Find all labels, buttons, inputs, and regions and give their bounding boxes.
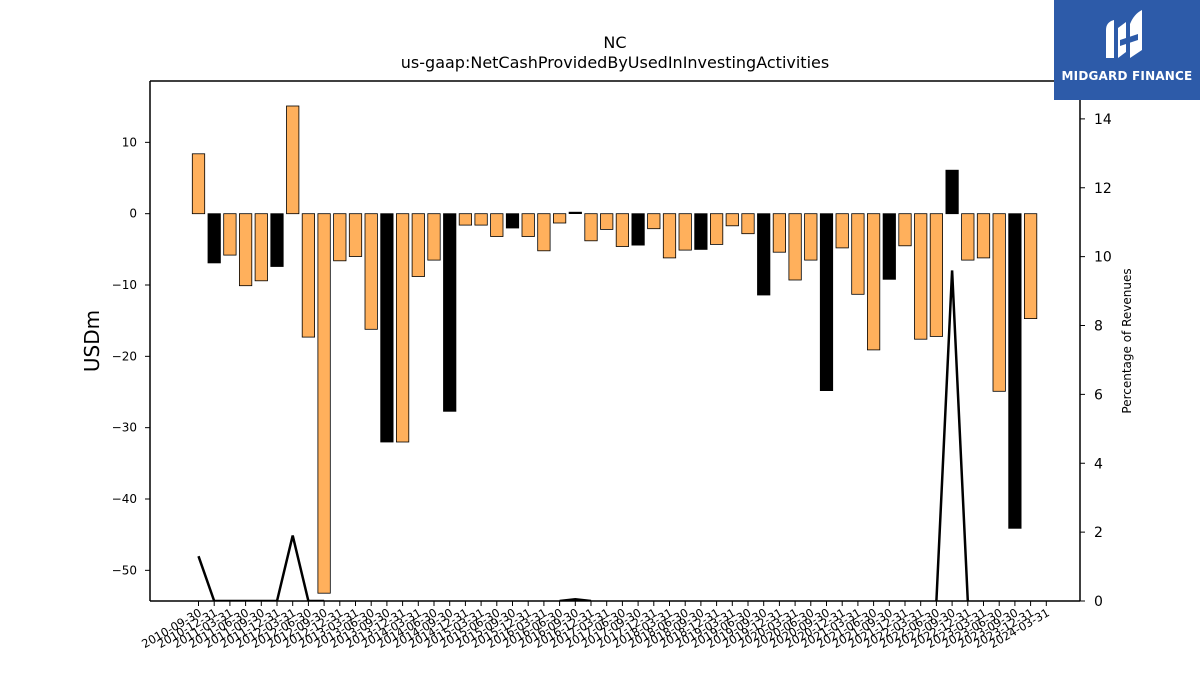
y2-tick-label: 2 <box>1094 525 1103 541</box>
y-tick-label: −20 <box>112 349 137 363</box>
y2-tick-label: 10 <box>1094 250 1112 266</box>
bar <box>348 213 363 257</box>
bar <box>238 213 253 287</box>
bar <box>191 153 206 215</box>
bar <box>725 213 739 227</box>
bar <box>961 213 975 261</box>
bar <box>223 213 237 256</box>
bar <box>835 213 849 249</box>
chart-subtitle: us-gaap:NetCashProvidedByUsedInInvesting… <box>401 53 829 72</box>
logo-mark-icon <box>1106 10 1142 58</box>
percentage-line <box>935 270 970 601</box>
y2-tick-label: 12 <box>1094 181 1112 197</box>
bar <box>976 213 991 259</box>
bar <box>914 213 928 340</box>
y2-tick-label: 8 <box>1094 319 1103 335</box>
bar <box>207 213 221 264</box>
bar <box>1024 213 1038 319</box>
bar <box>804 213 818 261</box>
y-tick-label: 10 <box>122 135 137 149</box>
bar <box>788 213 802 281</box>
bar <box>882 213 896 280</box>
bar <box>286 105 300 215</box>
bar <box>631 213 645 246</box>
bar <box>474 213 488 226</box>
bar <box>710 213 724 245</box>
bar <box>757 213 771 296</box>
bar <box>568 211 582 214</box>
y2-tick-label: 4 <box>1094 456 1103 472</box>
bar <box>929 213 944 337</box>
y-tick-label: 0 <box>129 207 137 221</box>
y-tick-label: −30 <box>112 421 137 435</box>
percentage-line <box>197 535 325 601</box>
bar <box>945 169 959 215</box>
bar <box>254 213 268 282</box>
y2-tick-label: 6 <box>1094 387 1103 403</box>
logo-text: MIDGARD FINANCE <box>1061 69 1193 83</box>
plot-area: 100−10−20−30−40−50141210864202010-09-302… <box>112 80 1112 651</box>
chart-title: NC <box>603 33 626 52</box>
bar <box>537 213 551 252</box>
bar <box>851 213 865 295</box>
y-tick-label: −50 <box>112 563 137 577</box>
bar <box>741 213 755 235</box>
bar <box>490 213 504 237</box>
bar <box>380 213 394 443</box>
bar <box>443 213 457 412</box>
bar <box>458 213 473 226</box>
bar <box>615 213 630 247</box>
bar <box>333 213 347 262</box>
bar <box>1008 213 1022 529</box>
bar <box>600 213 614 230</box>
bar <box>521 213 535 237</box>
bar <box>395 213 410 443</box>
bar <box>411 213 425 277</box>
bar <box>867 213 881 351</box>
logo: MIDGARD FINANCE <box>1054 0 1200 100</box>
bar <box>584 213 598 242</box>
y-tick-label: −10 <box>112 278 137 292</box>
y2-axis-label: Percentage of Revenues <box>1120 268 1134 413</box>
bar <box>317 213 331 594</box>
bar <box>505 213 520 229</box>
bar <box>662 213 677 259</box>
bar <box>819 213 834 391</box>
bar <box>694 213 708 250</box>
bar <box>992 213 1006 392</box>
y2-tick-label: 14 <box>1094 112 1112 128</box>
bar <box>364 213 378 330</box>
bar <box>270 213 284 267</box>
bar <box>898 213 912 247</box>
bar <box>427 213 441 261</box>
bar <box>553 213 567 224</box>
y2-tick-label: 0 <box>1094 594 1103 610</box>
bar <box>678 213 692 251</box>
bar <box>772 213 787 253</box>
y-tick-label: −40 <box>112 492 137 506</box>
bar <box>301 213 316 338</box>
bar <box>647 213 661 230</box>
y-axis-label: USDm <box>80 310 104 372</box>
